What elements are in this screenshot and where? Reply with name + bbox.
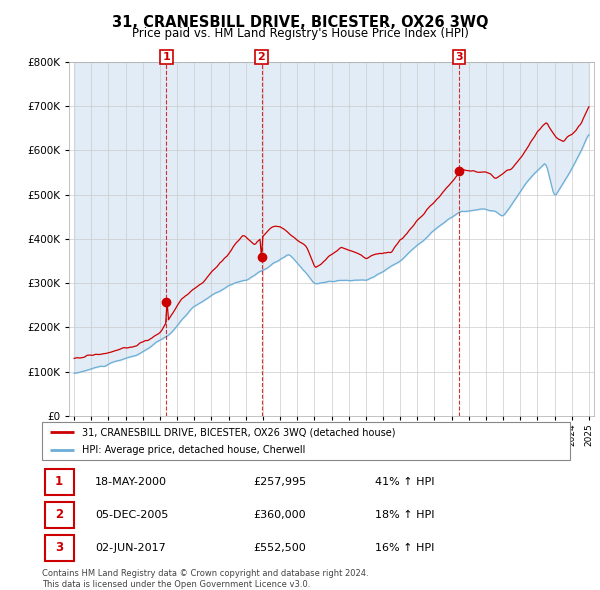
Text: 2: 2 <box>55 508 63 522</box>
FancyBboxPatch shape <box>44 535 74 560</box>
Text: 3: 3 <box>455 52 463 62</box>
Text: 2: 2 <box>257 52 265 62</box>
FancyBboxPatch shape <box>44 502 74 527</box>
Text: 41% ↑ HPI: 41% ↑ HPI <box>374 477 434 487</box>
Text: £552,500: £552,500 <box>253 543 306 553</box>
Text: £360,000: £360,000 <box>253 510 306 520</box>
Text: HPI: Average price, detached house, Cherwell: HPI: Average price, detached house, Cher… <box>82 445 305 455</box>
Text: 02-JUN-2017: 02-JUN-2017 <box>95 543 166 553</box>
Text: £257,995: £257,995 <box>253 477 307 487</box>
FancyBboxPatch shape <box>44 469 74 494</box>
Text: 18% ↑ HPI: 18% ↑ HPI <box>374 510 434 520</box>
Text: 31, CRANESBILL DRIVE, BICESTER, OX26 3WQ (detached house): 31, CRANESBILL DRIVE, BICESTER, OX26 3WQ… <box>82 427 395 437</box>
Text: 16% ↑ HPI: 16% ↑ HPI <box>374 543 434 553</box>
Text: 18-MAY-2000: 18-MAY-2000 <box>95 477 167 487</box>
Text: 31, CRANESBILL DRIVE, BICESTER, OX26 3WQ: 31, CRANESBILL DRIVE, BICESTER, OX26 3WQ <box>112 15 488 30</box>
Text: 05-DEC-2005: 05-DEC-2005 <box>95 510 168 520</box>
Text: Contains HM Land Registry data © Crown copyright and database right 2024.
This d: Contains HM Land Registry data © Crown c… <box>42 569 368 589</box>
Text: 1: 1 <box>163 52 170 62</box>
FancyBboxPatch shape <box>42 422 570 460</box>
Text: 3: 3 <box>55 541 63 555</box>
Text: Price paid vs. HM Land Registry's House Price Index (HPI): Price paid vs. HM Land Registry's House … <box>131 27 469 40</box>
Text: 1: 1 <box>55 475 63 489</box>
